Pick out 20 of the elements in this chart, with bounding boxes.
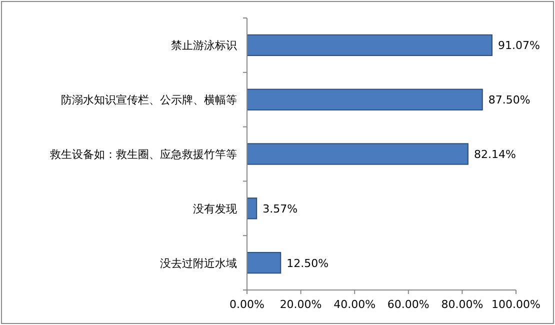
bar	[246, 88, 483, 110]
y-tick-label: 禁止游泳标识	[171, 39, 237, 52]
y-tick-label: 没有发现	[193, 202, 237, 216]
data-label: 87.50%	[488, 94, 530, 107]
bar	[246, 34, 492, 56]
data-label: 3.57%	[262, 202, 298, 216]
x-tick-label: 80.00%	[441, 298, 484, 311]
bar	[246, 143, 468, 165]
x-tick-label: 0.00%	[230, 298, 264, 311]
data-label: 91.07%	[498, 39, 540, 52]
x-tick-label: 40.00%	[334, 298, 376, 311]
y-tick-label: 救生设备如：救生圈、应急救援竹竿等	[49, 148, 237, 161]
data-label: 82.14%	[474, 148, 516, 161]
x-tick-label: 100.00%	[492, 298, 540, 311]
data-label: 12.50%	[286, 256, 329, 270]
x-tick-label: 60.00%	[387, 298, 430, 311]
x-tick-label: 20.00%	[280, 298, 322, 311]
y-tick-label: 没去过附近水域	[160, 256, 237, 270]
y-tick-label: 防溺水知识宣传栏、公示牌、横幅等	[61, 94, 237, 107]
bar	[246, 252, 282, 274]
